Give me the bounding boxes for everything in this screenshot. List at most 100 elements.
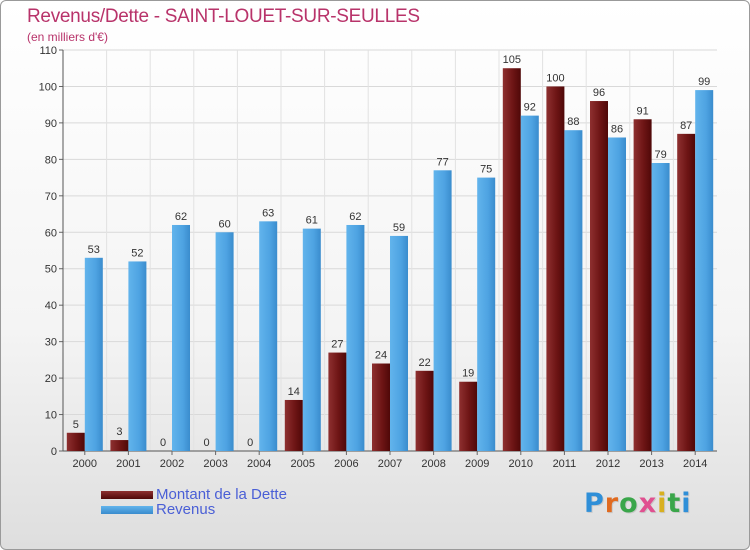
bar-revenus-2014 [695,90,714,451]
x-tick-label-2014: 2014 [683,458,707,470]
y-tick-label: 70 [45,191,57,203]
bar-revenus-2005 [302,228,321,451]
data-label-revenus-2012: 86 [611,123,623,135]
legend-swatch-revenus [101,506,153,514]
logo-letter: r [604,488,620,519]
data-label-revenus-2000: 53 [88,244,100,256]
data-label-revenus-2011: 88 [567,116,579,128]
logo-letter: t [667,488,682,519]
bar-revenus-2011 [564,130,583,451]
x-tick-label-2004: 2004 [247,458,271,470]
y-tick-label: 40 [45,300,57,312]
bar-revenus-2002 [172,224,190,451]
proxiti-logo: Proxiti [584,488,692,519]
x-tick-label-2006: 2006 [334,458,358,470]
bar-debt-2001 [110,440,129,451]
x-tick-label-2001: 2001 [116,458,140,470]
logo-letter: x [638,488,658,519]
bar-debt-2009 [459,381,478,451]
x-tick-label-2005: 2005 [291,458,315,470]
bar-revenus-2003 [215,232,234,451]
data-label-debt-2011: 100 [546,72,564,84]
bar-debt-2000 [66,432,85,451]
y-tick-label: 110 [39,45,57,57]
bar-revenus-2009 [477,177,496,451]
data-label-revenus-2013: 79 [654,149,666,161]
bar-revenus-2000 [84,257,103,451]
bar-revenus-2004 [259,221,278,451]
bar-revenus-2012 [608,137,626,451]
data-label-debt-2002: 0 [160,437,166,449]
legend-label-debt: Montant de la Dette [156,486,287,503]
chart-title: Revenus/Dette - SAINT-LOUET-SUR-SEULLES [27,6,420,27]
bar-debt-2014 [677,133,696,451]
data-label-debt-2000: 5 [73,419,79,431]
data-label-debt-2014: 87 [680,120,692,132]
bar-debt-2012 [590,101,608,451]
bar-debt-2010 [502,68,521,452]
data-label-debt-2010: 105 [503,54,521,66]
y-tick-label: 90 [45,118,57,130]
x-tick-label-2003: 2003 [203,458,227,470]
y-tick-label: 80 [45,154,57,166]
legend-label-revenus: Revenus [156,501,216,518]
bar-debt-2006 [328,352,347,451]
x-tick-label-2010: 2010 [509,458,533,470]
data-label-debt-2008: 22 [418,357,430,369]
x-tick-label-2012: 2012 [596,458,620,470]
legend-swatch-debt [101,491,153,499]
bars [66,68,714,452]
x-tick-label-2011: 2011 [553,458,577,470]
data-label-debt-2005: 14 [288,386,300,398]
y-tick-label: 20 [45,373,57,385]
y-tick-label: 0 [51,446,57,458]
bar-debt-2007 [372,363,390,451]
y-tick-label: 60 [45,227,57,239]
data-label-debt-2009: 19 [462,368,474,380]
data-label-debt-2003: 0 [204,437,210,449]
logo-letter: P [584,488,605,519]
data-label-debt-2001: 3 [116,426,122,438]
data-labels: 5 53 3 52 0 62 0 60 0 63 14 61 27 62 24 59 22 77 19 75 105 92… [73,54,711,449]
data-label-revenus-2009: 75 [480,164,492,176]
x-tick-label-2013: 2013 [639,458,663,470]
y-tick-label: 30 [45,337,57,349]
bar-revenus-2006 [346,224,365,451]
bar-debt-2008 [415,370,434,451]
data-label-revenus-2001: 52 [131,247,143,259]
data-label-revenus-2008: 77 [436,156,448,168]
data-label-revenus-2006: 62 [349,211,361,223]
bar-debt-2013 [633,119,652,451]
bar-revenus-2010 [520,115,539,452]
logo-letter: i [657,488,668,519]
data-label-revenus-2005: 61 [306,215,318,227]
y-tick-label: 50 [45,264,57,276]
x-tick-label-2007: 2007 [378,458,402,470]
data-label-revenus-2007: 59 [393,222,405,234]
chart-subtitle: (en milliers d'€) [27,30,108,44]
x-tick-label-2008: 2008 [421,458,445,470]
data-label-revenus-2014: 99 [698,76,710,88]
data-label-debt-2013: 91 [636,105,648,117]
data-label-debt-2007: 24 [375,350,387,362]
data-label-debt-2012: 96 [593,87,605,99]
bar-revenus-2013 [651,163,670,451]
data-label-revenus-2003: 60 [218,218,230,230]
logo-letter: i [681,488,692,519]
x-tick-label-2009: 2009 [465,458,489,470]
data-label-debt-2006: 27 [331,339,343,351]
data-label-revenus-2004: 63 [262,207,274,219]
bar-revenus-2001 [128,261,147,451]
x-tick-label-2002: 2002 [160,458,184,470]
bar-debt-2011 [546,86,565,452]
x-tick-label-2000: 2000 [73,458,97,470]
bar-revenus-2008 [433,170,452,452]
logo-letter: o [619,488,639,519]
y-tick-label: 100 [39,81,57,93]
bar-revenus-2007 [390,235,408,451]
data-label-debt-2004: 0 [247,437,253,449]
bar-debt-2005 [284,399,303,451]
data-label-revenus-2002: 62 [175,211,187,223]
